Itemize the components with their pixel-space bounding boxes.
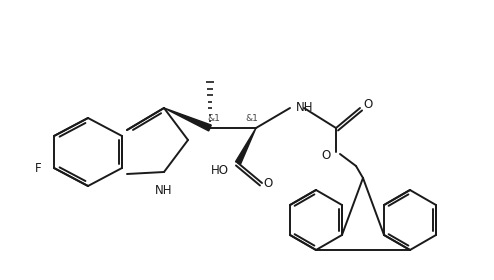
Polygon shape (164, 108, 211, 131)
Text: NH: NH (296, 101, 314, 113)
Text: &1: &1 (246, 113, 258, 123)
Polygon shape (236, 128, 256, 164)
Text: &1: &1 (207, 113, 220, 123)
Text: O: O (364, 97, 372, 111)
Text: F: F (35, 162, 41, 174)
Text: NH: NH (155, 183, 173, 197)
Text: O: O (263, 176, 273, 190)
Text: O: O (322, 148, 330, 162)
Text: HO: HO (211, 164, 229, 176)
